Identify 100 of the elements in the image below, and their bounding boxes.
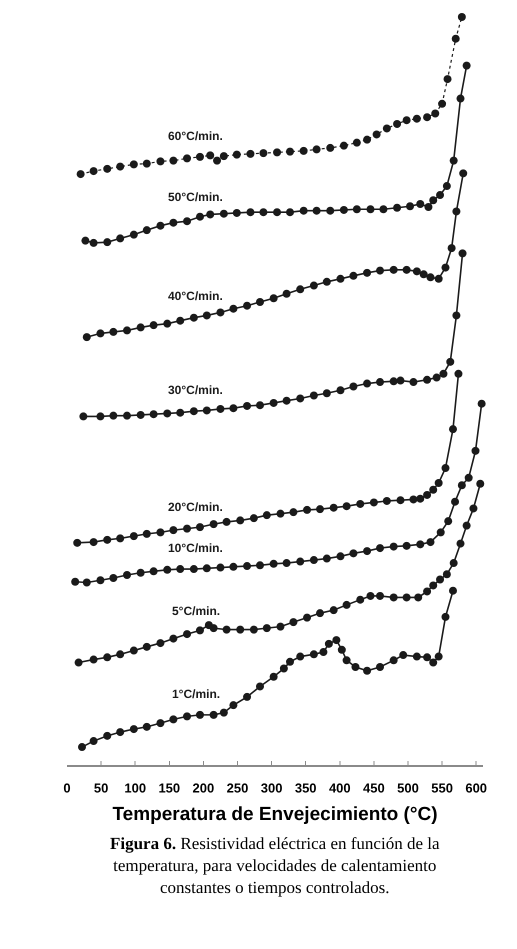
point — [376, 663, 384, 672]
point — [202, 311, 211, 320]
point — [409, 495, 418, 504]
point — [142, 722, 151, 731]
point — [273, 208, 282, 216]
x-tick-label: 500 — [397, 780, 419, 796]
point — [450, 559, 458, 568]
point — [169, 526, 178, 534]
point — [116, 534, 124, 542]
point — [390, 266, 398, 274]
x-axis-title: Temperatura de Envejecimiento (°C) — [112, 804, 438, 825]
point — [123, 571, 132, 580]
point — [451, 498, 460, 506]
point — [259, 149, 268, 158]
point — [81, 236, 90, 245]
point — [352, 138, 361, 147]
point — [206, 151, 214, 160]
point — [262, 624, 271, 632]
point — [310, 282, 318, 290]
point — [190, 565, 198, 574]
point — [210, 624, 218, 632]
point — [76, 170, 85, 178]
point — [262, 511, 271, 520]
point — [103, 536, 112, 544]
point — [436, 528, 445, 536]
point — [243, 562, 252, 570]
point — [169, 715, 178, 724]
point — [370, 498, 378, 506]
point — [116, 162, 124, 171]
point — [376, 378, 384, 386]
point — [402, 593, 411, 602]
point — [90, 656, 98, 664]
point — [454, 370, 462, 378]
point — [330, 606, 338, 614]
point — [82, 578, 91, 586]
point — [448, 425, 457, 434]
point — [351, 663, 360, 672]
point — [429, 581, 438, 590]
point — [236, 626, 244, 634]
point — [363, 547, 372, 556]
x-tick-label: 600 — [465, 780, 488, 796]
point — [424, 202, 432, 211]
point — [246, 208, 254, 216]
point — [183, 630, 192, 638]
x-tick-label: 300 — [260, 780, 282, 796]
point — [349, 549, 358, 558]
point — [402, 266, 411, 274]
point — [150, 567, 158, 576]
point — [270, 560, 278, 568]
point — [414, 593, 422, 602]
point — [310, 391, 318, 400]
point — [90, 238, 98, 247]
text: Figura 6. Resistividad eléctrica en función de la temperatura, para velocidades de calentamiento constantes o tiempos controlados. — [110, 834, 440, 898]
series-label: 30°C/min. — [168, 383, 223, 397]
point — [130, 532, 138, 540]
point — [229, 304, 238, 313]
point — [229, 404, 238, 412]
point — [426, 273, 434, 282]
point — [243, 692, 252, 701]
point — [190, 314, 198, 322]
point — [432, 374, 441, 382]
point — [458, 249, 467, 258]
series-label: 50°C/min. — [168, 190, 223, 204]
point — [402, 542, 411, 550]
point — [393, 204, 402, 212]
point — [336, 386, 344, 394]
point — [442, 182, 451, 190]
point — [429, 196, 438, 204]
point — [390, 377, 398, 386]
point — [289, 508, 298, 516]
point — [412, 267, 421, 276]
point — [183, 217, 192, 226]
x-tick-label: 50 — [94, 780, 108, 796]
point — [196, 152, 204, 161]
point — [363, 380, 372, 388]
point — [79, 412, 88, 420]
point — [420, 270, 428, 278]
point — [103, 653, 112, 662]
x-tick-label: 150 — [158, 780, 180, 796]
point — [123, 326, 132, 334]
point — [202, 406, 211, 414]
point — [423, 376, 432, 384]
point — [312, 145, 321, 154]
point — [156, 222, 164, 230]
point — [286, 658, 294, 666]
point — [441, 464, 450, 472]
point — [116, 650, 124, 658]
series-label: 60°C/min. — [168, 129, 223, 143]
point — [150, 321, 158, 330]
point — [270, 294, 278, 302]
point — [256, 561, 264, 570]
point — [296, 285, 304, 294]
point — [256, 298, 264, 306]
point — [130, 160, 138, 168]
point — [349, 272, 358, 280]
point — [300, 146, 308, 155]
point — [142, 642, 151, 651]
point — [322, 389, 331, 398]
point — [163, 409, 172, 418]
point — [183, 712, 192, 720]
